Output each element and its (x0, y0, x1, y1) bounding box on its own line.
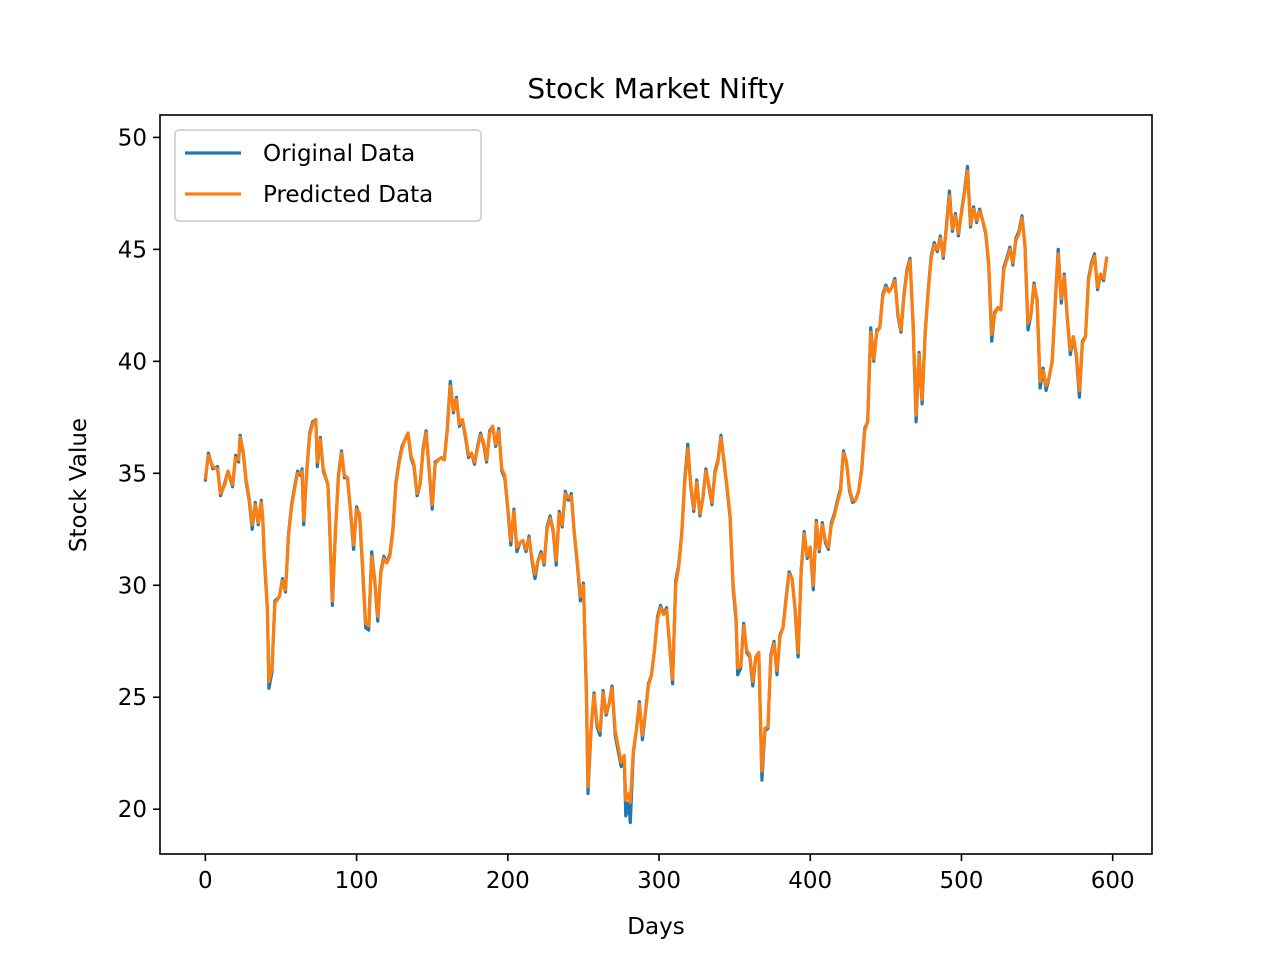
chart-title: Stock Market Nifty (527, 72, 784, 105)
x-tick-label: 600 (1091, 868, 1135, 894)
legend-box (174, 129, 482, 222)
y-tick-label: 25 (118, 685, 147, 711)
y-axis-label: Stock Value (66, 418, 92, 552)
y-tick-label: 20 (118, 797, 147, 823)
y-tick-label: 30 (118, 573, 147, 599)
x-tick-label: 0 (198, 868, 213, 894)
series-line-predicted (203, 169, 1109, 805)
y-tick-label: 40 (118, 349, 147, 375)
x-tick-label: 400 (788, 868, 832, 894)
x-axis-label: Days (627, 914, 684, 940)
x-tick-label: 100 (335, 868, 379, 894)
x-tick-label: 500 (940, 868, 984, 894)
y-tick-label: 50 (118, 125, 147, 151)
axes: 0 100 200 300 400 500 600 20 25 30 35 40 45 50 (118, 125, 1135, 894)
plot-frame (159, 114, 1153, 855)
legend-label-original: Original Data (263, 141, 415, 167)
legend-label-predicted: Predicted Data (263, 182, 433, 208)
x-tick-label: 300 (637, 868, 681, 894)
x-tick-label: 200 (486, 868, 530, 894)
plot-area (203, 164, 1109, 825)
y-tick-label: 45 (118, 237, 147, 263)
legend: Original Data Predicted Data (174, 129, 482, 222)
y-tick-label: 35 (118, 461, 147, 487)
